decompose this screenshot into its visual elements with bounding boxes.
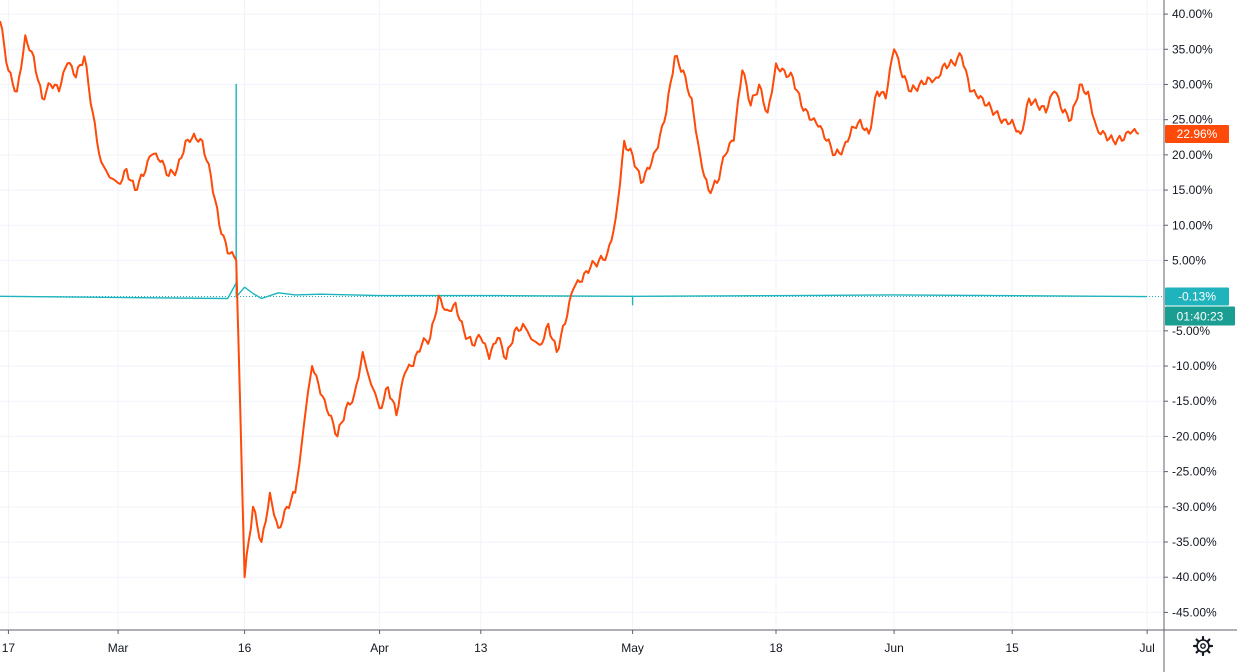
y-tick-label: 15.00% — [1172, 183, 1213, 197]
last-value-label: -0.13% — [1178, 290, 1216, 304]
y-tick-label: 10.00% — [1172, 218, 1213, 232]
gear-icon[interactable] — [1192, 635, 1214, 657]
y-tick-label: -40.00% — [1172, 570, 1217, 584]
x-tick-label: May — [621, 641, 644, 655]
x-tick-label: Apr — [370, 641, 389, 655]
series-line-orange — [0, 20, 1140, 579]
series-line-cyan — [0, 83, 1148, 306]
price-axis[interactable]: 40.00% 35.00% 30.00% 25.00% 20.00% 15.00% 10.0… — [1164, 7, 1217, 619]
y-tick-label: 40.00% — [1172, 7, 1213, 21]
x-tick-label: 17 — [2, 641, 16, 655]
y-tick-label: -35.00% — [1172, 535, 1217, 549]
x-tick-label: 13 — [474, 641, 488, 655]
grid — [0, 0, 1164, 630]
y-tick-label: -10.00% — [1172, 359, 1217, 373]
y-tick-label: -45.00% — [1172, 605, 1217, 619]
x-tick-label: Mar — [108, 641, 129, 655]
last-value-badge-orange — [1165, 125, 1229, 144]
y-tick-label: 5.00% — [1172, 253, 1206, 267]
last-value-badge-cyan — [1165, 287, 1229, 306]
x-tick-label: Jul — [1139, 641, 1154, 655]
x-tick-label: 15 — [1005, 641, 1019, 655]
x-tick-label: Jun — [884, 641, 903, 655]
y-tick-label: 20.00% — [1172, 148, 1213, 162]
y-tick-label: 25.00% — [1172, 113, 1213, 127]
time-axis[interactable]: 17 Mar 16 Apr 13 May 18 Jun 15 Jul — [2, 630, 1155, 655]
x-tick-label: 16 — [238, 641, 252, 655]
y-tick-label: -5.00% — [1172, 324, 1210, 338]
y-tick-label: -15.00% — [1172, 394, 1217, 408]
y-tick-label: -25.00% — [1172, 465, 1217, 479]
series-layer — [0, 20, 1164, 579]
price-badges: 22.96% -0.13% 01:40:23 — [1165, 125, 1235, 326]
countdown-label: 01:40:23 — [1177, 310, 1224, 324]
y-tick-label: 35.00% — [1172, 42, 1213, 56]
y-tick-label: -20.00% — [1172, 429, 1217, 443]
countdown-badge — [1165, 306, 1235, 326]
y-tick-label: 30.00% — [1172, 77, 1213, 91]
last-value-label: 22.96% — [1177, 127, 1218, 141]
y-tick-label: -30.00% — [1172, 500, 1217, 514]
x-tick-label: 18 — [769, 641, 783, 655]
